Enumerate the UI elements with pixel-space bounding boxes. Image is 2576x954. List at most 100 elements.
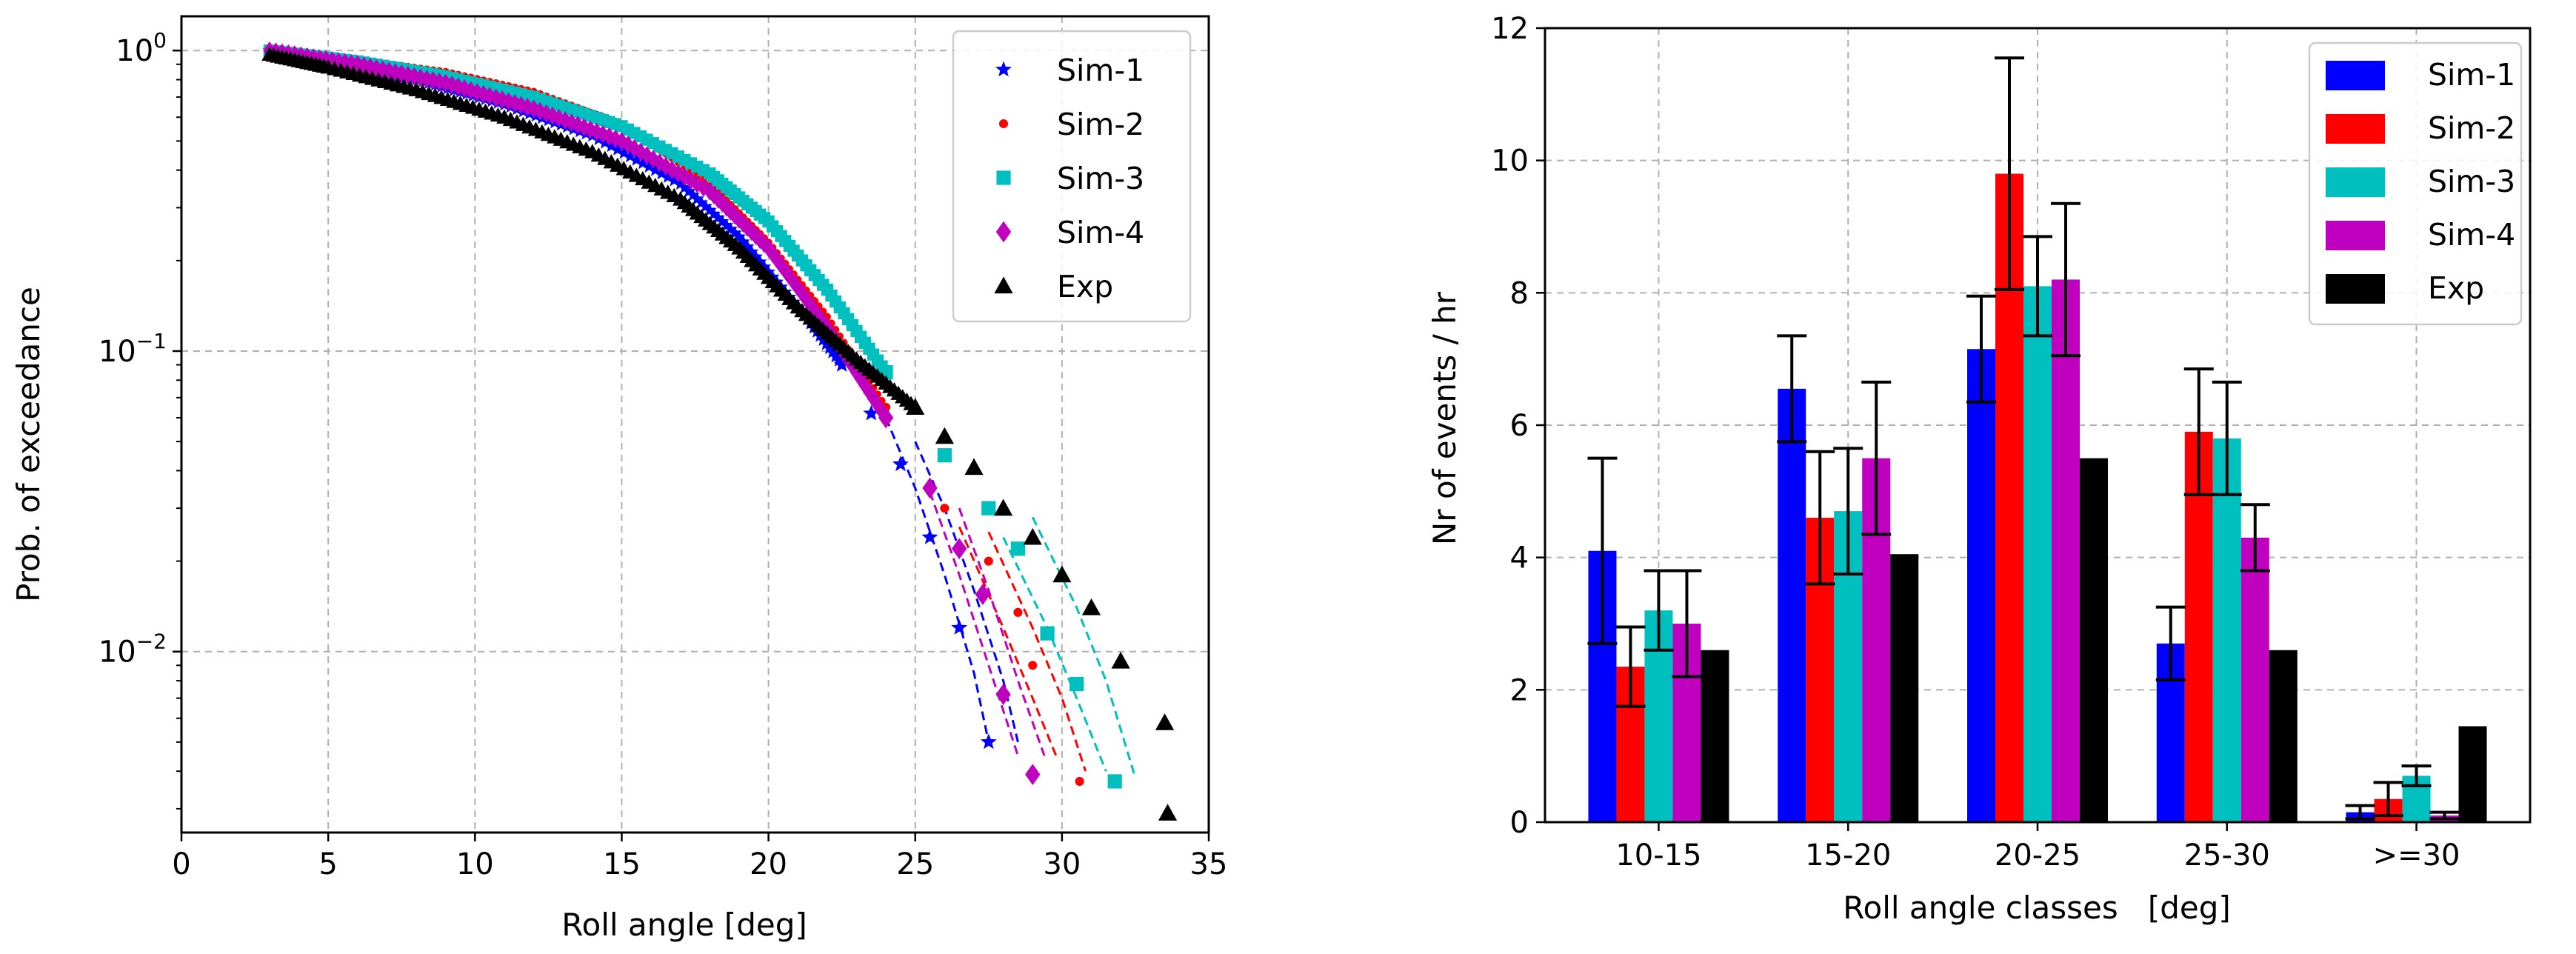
exceedance-point-sim-1 — [686, 187, 700, 201]
events-legend-swatch-sim-2 — [2326, 114, 2385, 144]
exceedance-point-sim-4 — [634, 142, 647, 161]
exceedance-point-sim-1 — [641, 159, 656, 173]
events-legend-label: Sim-3 — [2428, 164, 2515, 199]
exceedance-legend-box — [952, 30, 1192, 323]
events-bar-chart: 10-15 15-20 20-25 25-30 >=30 0 2 4 6 8 10 12 Roll … — [1427, 12, 2532, 926]
exceedance-point-sim-1 — [535, 110, 550, 124]
exceedance-point-sim-4 — [749, 227, 763, 245]
exceedance-plot-frame — [180, 15, 1210, 834]
exceedance-point-sim-4 — [761, 238, 775, 258]
exceedance-legend-marker-sim-3 — [996, 170, 1011, 185]
exceedance-bound-lines — [884, 417, 1137, 778]
exceedance-point-sim-4 — [862, 382, 876, 401]
exceedance-point-sim-1 — [832, 353, 846, 367]
events-y-axis-label: Nr of events / hr — [1427, 291, 1463, 545]
exceedance-point-sim-1 — [825, 345, 840, 358]
exceedance-point-sim-1 — [732, 229, 747, 243]
exceedance-point-sim-1 — [736, 234, 750, 248]
exceedance-point-sim-1 — [648, 162, 663, 176]
exceedance-legend-label: Sim-2 — [1057, 107, 1144, 142]
exceedance-point-sim-4 — [804, 296, 817, 314]
exceedance-point-sim-3 — [1070, 676, 1084, 692]
exceedance-point-sim-4 — [951, 538, 967, 560]
exceedance-point-sim-4 — [697, 179, 710, 197]
events-x-tick-label: 10-15 — [1615, 838, 1701, 873]
exceedance-point-sim-1 — [892, 456, 909, 472]
exceedance-point-sim-1 — [740, 239, 755, 253]
exceedance-point-sim-4 — [552, 109, 566, 127]
exceedance-x-tick-label: 25 — [896, 847, 934, 881]
exceedance-point-sim-1 — [980, 733, 997, 750]
events-y-ticks: 0 2 4 6 8 10 12 — [1491, 12, 1545, 840]
exceedance-x-tick-label: 35 — [1190, 847, 1228, 881]
exceedance-point-sim-4 — [602, 127, 616, 146]
exceedance-x-tick-label: 30 — [1043, 847, 1081, 881]
events-bar-exp — [2269, 650, 2298, 822]
events-x-tick-label: >=30 — [2373, 838, 2460, 873]
exceedance-x-tick-label: 20 — [750, 847, 787, 881]
exceedance-point-sim-4 — [995, 684, 1011, 706]
exceedance-point-sim-4 — [501, 92, 515, 111]
exceedance-point-sim-4 — [351, 55, 364, 74]
exceedance-point-sim-4 — [736, 214, 750, 233]
exceedance-point-sim-1 — [744, 244, 759, 258]
exceedance-legend-label: Sim-4 — [1057, 215, 1144, 250]
exceedance-point-sim-4 — [787, 273, 801, 292]
exceedance-point-sim-1 — [541, 113, 555, 127]
events-bar-sim-3 — [2023, 286, 2052, 822]
exceedance-point-sim-1 — [753, 254, 767, 268]
exceedance-point-sim-4 — [596, 124, 610, 144]
exceedance-legend-label: Exp — [1057, 269, 1113, 304]
exceedance-point-exp — [1158, 804, 1178, 821]
exceedance-point-sim-4 — [858, 376, 872, 395]
events-legend-label: Sim-4 — [2428, 217, 2515, 253]
events-x-axis-label: Roll angle classes [deg] — [1843, 890, 2231, 926]
exceedance-bound-line-sim-2 — [958, 526, 1058, 756]
exceedance-chart: 0 5 10 15 20 25 30 35 10−2 10−1 100 Roll angle [d… — [10, 15, 1228, 943]
exceedance-point-sim-3 — [1107, 774, 1122, 789]
exceedance-point-sim-4 — [445, 76, 458, 94]
events-legend: Sim-1 Sim-2 Sim-3 Sim-4 Exp — [2308, 41, 2523, 326]
exceedance-bound-line-sim-2 — [987, 531, 1087, 772]
exceedance-point-sim-1 — [951, 619, 968, 635]
exceedance-point-sim-1 — [623, 149, 638, 163]
exceedance-point-sim-1 — [673, 176, 687, 190]
exceedance-point-exp — [1155, 713, 1175, 730]
exceedance-point-sim-1 — [529, 108, 543, 122]
exceedance-point-sim-1 — [667, 173, 681, 187]
exceedance-point-sim-1 — [661, 170, 675, 183]
events-legend-label: Sim-1 — [2428, 57, 2515, 93]
exceedance-legend-marker-sim-2 — [998, 119, 1009, 129]
exceedance-point-sim-4 — [703, 182, 716, 201]
exceedance-bound-line-sim-3 — [1002, 536, 1107, 772]
exceedance-x-tick-label: 0 — [172, 847, 190, 881]
exceedance-point-sim-1 — [635, 156, 650, 170]
events-legend-label: Exp — [2428, 270, 2484, 306]
exceedance-point-sim-1 — [749, 250, 763, 263]
exceedance-points — [261, 41, 1178, 821]
events-bar-exp — [2080, 458, 2108, 822]
exceedance-point-sim-4 — [922, 477, 938, 499]
exceedance-point-sim-4 — [758, 235, 771, 253]
exceedance-point-sim-4 — [753, 230, 767, 250]
exceedance-y-tick-label: 10−1 — [99, 329, 167, 369]
exceedance-legend-marker-sim-1 — [995, 61, 1012, 77]
exceedance-x-tick-label: 15 — [603, 847, 641, 881]
exceedance-point-sim-1 — [711, 210, 725, 224]
exceedance-point-sim-1 — [921, 528, 938, 544]
exceedance-point-sim-4 — [774, 256, 788, 275]
exceedance-y-ticks: 10−2 10−1 100 — [99, 28, 181, 810]
exceedance-point-sim-1 — [694, 196, 709, 209]
exceedance-point-sim-1 — [547, 115, 562, 129]
exceedance-point-sim-1 — [698, 199, 713, 213]
exceedance-point-sim-1 — [592, 132, 606, 145]
exceedance-point-sim-3 — [1040, 626, 1055, 641]
events-bar-exp — [1890, 554, 1919, 822]
events-bar-sim-3 — [2212, 438, 2241, 822]
exceedance-bound-line-sim-3 — [1031, 516, 1137, 778]
exceedance-point-sim-4 — [795, 284, 809, 303]
exceedance-point-sim-4 — [395, 64, 408, 83]
exceedance-point-sim-4 — [850, 363, 864, 382]
exceedance-point-sim-4 — [533, 101, 547, 121]
